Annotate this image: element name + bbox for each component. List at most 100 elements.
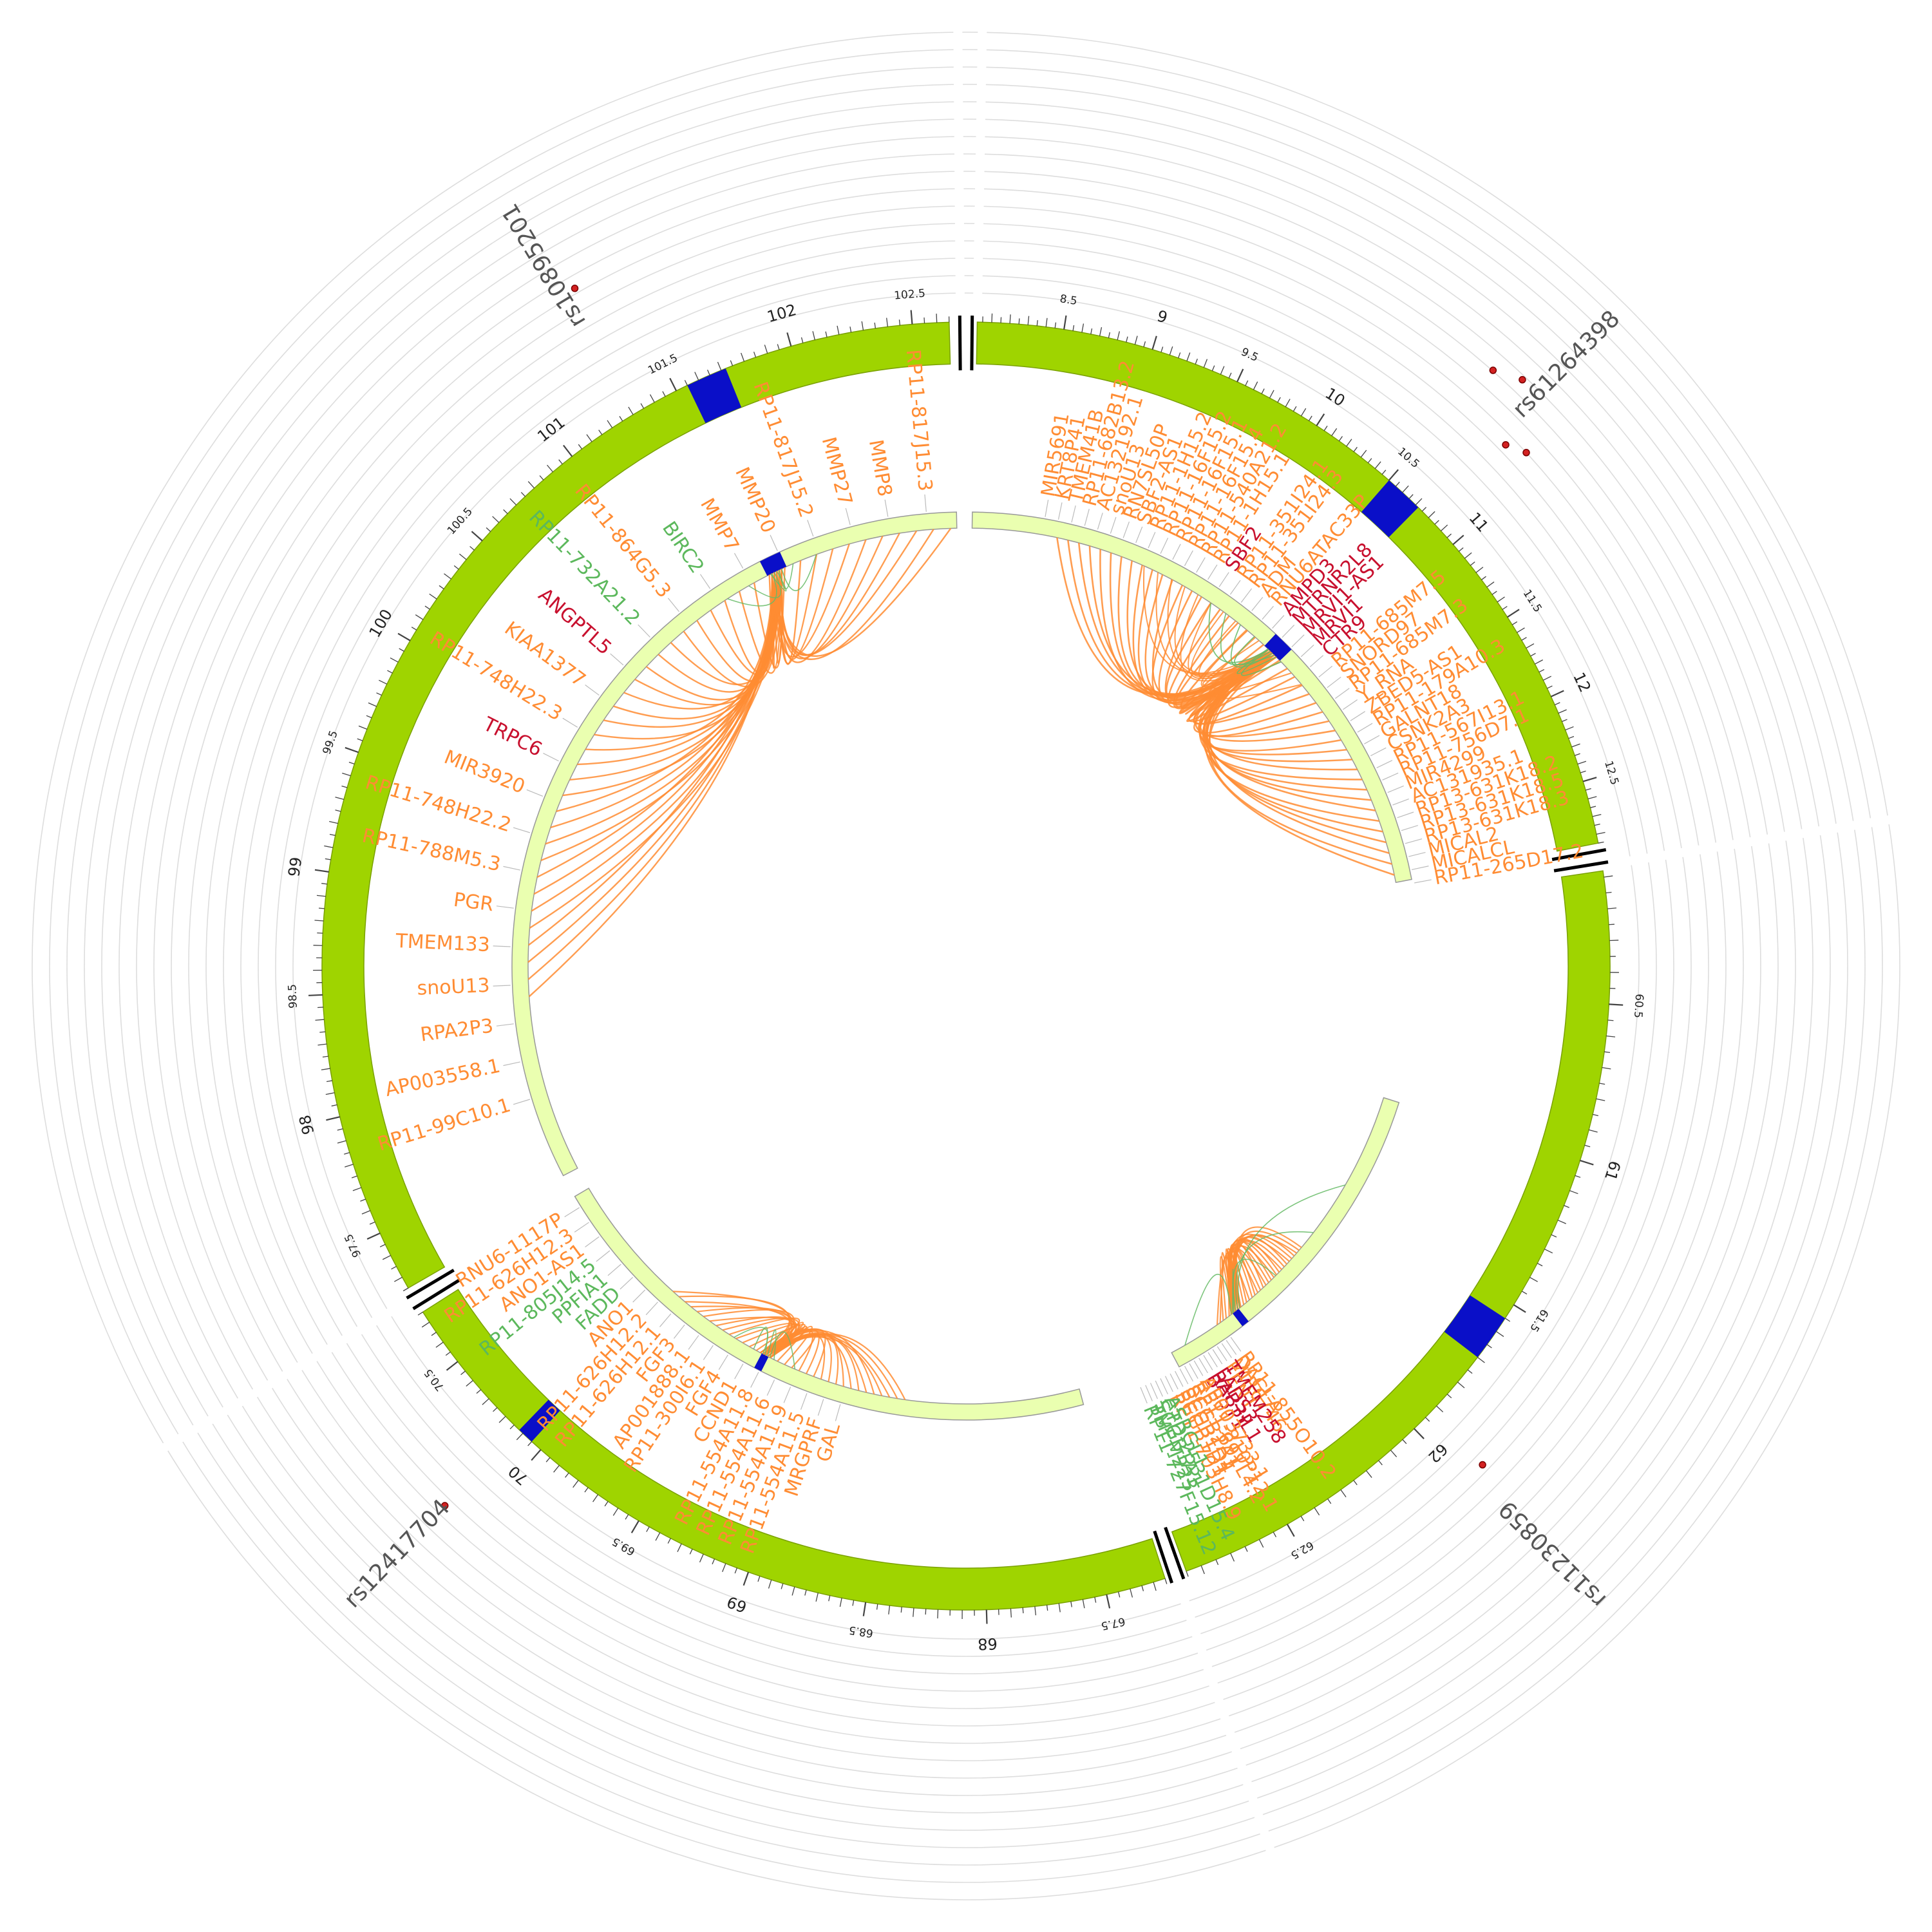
track-ring: [136, 136, 1796, 1796]
tick-mark: [598, 430, 603, 435]
gene-label-connector: [503, 1061, 520, 1066]
tick-mark: [565, 1472, 569, 1478]
tick-label: 98: [296, 1113, 317, 1136]
highlight-region: [1361, 480, 1419, 538]
tick-mark: [1446, 533, 1452, 538]
tick-mark: [1106, 1594, 1111, 1609]
tick-mark: [527, 481, 535, 489]
tick-mark: [314, 920, 324, 922]
track-ring: [258, 258, 1674, 1674]
tick-mark: [757, 1576, 761, 1582]
tick-mark: [459, 553, 467, 560]
interaction-link: [1208, 652, 1292, 696]
tick-mark: [699, 1553, 704, 1563]
gene-label-connector: [1357, 723, 1373, 733]
interaction-link: [780, 530, 918, 656]
tick-mark: [1338, 436, 1343, 442]
tick-mark: [1200, 1565, 1205, 1575]
gene-label-connector: [699, 574, 711, 589]
interaction-link: [1234, 636, 1275, 666]
tick-mark: [453, 565, 459, 570]
tick-mark: [717, 361, 722, 371]
tick-mark: [1381, 469, 1387, 475]
track-ring: [275, 275, 1657, 1657]
gene-label: MMP8: [864, 438, 896, 498]
tick-mark: [786, 332, 792, 346]
tick-mark: [1446, 1394, 1452, 1399]
gene-label-connector: [1208, 1352, 1218, 1368]
gene-label-connector: [1272, 615, 1285, 629]
inner-segment-chr11c: [511, 511, 958, 1177]
gene-label-connector: [1122, 521, 1130, 538]
interaction-link: [727, 573, 777, 607]
gene-label-connector: [1175, 1370, 1184, 1387]
tick-mark: [429, 593, 437, 600]
gene-label-connector: [610, 653, 624, 666]
inner-segment-chr11b: [574, 1188, 1084, 1421]
tick-mark: [1588, 1129, 1598, 1133]
tick-mark: [325, 858, 331, 860]
tick-mark: [1169, 346, 1173, 355]
interaction-link: [550, 573, 773, 829]
tick-mark: [509, 498, 517, 506]
gene-label-connector: [1262, 605, 1274, 620]
tick-mark: [689, 1548, 693, 1555]
snp-label: rs11230859: [1494, 1495, 1611, 1613]
tick-mark: [1058, 1603, 1061, 1613]
tick-mark: [1261, 388, 1265, 394]
tick-mark: [1203, 359, 1208, 368]
tick-mark: [1402, 485, 1409, 493]
tick-mark: [516, 1433, 524, 1441]
tick-mark: [667, 1538, 671, 1544]
gene-label-connector: [1196, 557, 1206, 573]
tick-mark: [1046, 1605, 1048, 1611]
tick-mark: [898, 319, 901, 326]
tick-mark: [1547, 685, 1553, 689]
gene-label-connector: [1251, 596, 1264, 611]
tick-mark: [764, 345, 768, 354]
tick-label: 11: [1466, 509, 1492, 535]
tick-mark: [1542, 676, 1551, 681]
tick-mark: [768, 1580, 772, 1589]
tick-mark: [852, 1600, 855, 1606]
tick-label: 97.5: [342, 1232, 364, 1260]
tick-mark: [1072, 325, 1075, 331]
interaction-link: [779, 564, 794, 590]
tick-mark: [1517, 627, 1525, 633]
tick-mark: [1415, 498, 1423, 506]
tick-mark: [1458, 547, 1464, 552]
tick-mark: [592, 1494, 599, 1502]
tick-mark: [1195, 358, 1198, 365]
tick-mark: [815, 1593, 819, 1602]
gene-label: MMP20: [730, 464, 780, 536]
tick-mark: [1452, 535, 1464, 545]
tick-mark: [357, 738, 363, 741]
tick-mark: [1413, 1428, 1425, 1439]
tick-mark: [415, 614, 424, 620]
tick-mark: [800, 337, 804, 343]
tick-mark: [1502, 605, 1508, 611]
tick-mark: [1316, 413, 1325, 426]
tick-mark: [1513, 1304, 1526, 1313]
gene-label-connector: [800, 1393, 808, 1410]
tick-mark: [1094, 1596, 1097, 1603]
gene-label-connector: [1170, 1373, 1179, 1390]
snp-label: rs10895201: [497, 199, 591, 332]
tick-mark: [435, 1341, 444, 1348]
interaction-link: [769, 1331, 796, 1370]
gene-label: RP11-788M5.3: [360, 824, 502, 876]
gene-label-connector: [1145, 1385, 1153, 1401]
tick-label: 69.5: [610, 1535, 638, 1558]
tick-mark: [876, 1604, 878, 1610]
gene-label-connector: [562, 717, 578, 728]
gene-label: snoU13: [417, 974, 491, 1000]
tick-mark: [1511, 621, 1518, 625]
tick-mark: [1258, 1539, 1264, 1548]
tick-mark: [604, 1501, 609, 1507]
tick-mark: [655, 1532, 661, 1541]
tick-mark: [1475, 567, 1484, 573]
track-gap: [1179, 1598, 1279, 1863]
gene-label-connector: [645, 1302, 658, 1316]
gene-label-connector: [1045, 500, 1049, 517]
tick-mark: [308, 994, 323, 996]
